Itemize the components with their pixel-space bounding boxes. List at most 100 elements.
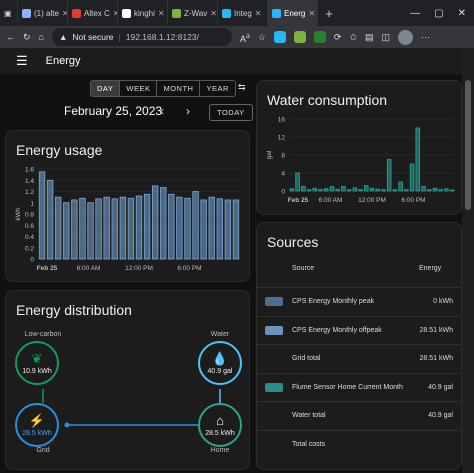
- period-button-year[interactable]: YEAR: [206, 84, 229, 93]
- water-value: 40.9 gal: [207, 367, 233, 375]
- url-text: 192.168.1.12:8123/: [125, 32, 199, 42]
- bar: [386, 159, 392, 192]
- chevron-left-icon[interactable]: ‹: [160, 104, 164, 118]
- source-name: CPS Energy Monthly peak: [292, 298, 375, 305]
- x-tick-label: 6:00 PM: [401, 197, 425, 204]
- refresh-icon[interactable]: ↻: [23, 31, 31, 42]
- browser-tab[interactable]: Altex C✕: [68, 0, 118, 26]
- home-icon[interactable]: ⌂: [38, 32, 44, 42]
- maximize-icon[interactable]: ▢: [434, 7, 444, 19]
- tab-actions-icon[interactable]: ▣: [0, 0, 18, 26]
- bar: [375, 188, 380, 192]
- browser-tab-bar: ▣ (1) alte✕Altex C✕kinghi✕Z-Wav✕Integ✕En…: [0, 0, 474, 26]
- column-header-energy: Energy: [419, 265, 442, 272]
- favorite-icon[interactable]: ☆: [257, 31, 266, 42]
- more-icon[interactable]: ···: [421, 32, 431, 42]
- grid-node[interactable]: ⚡ 28.5 kWh: [15, 403, 59, 447]
- tab-favicon-icon: [222, 8, 231, 18]
- extension-icon[interactable]: [313, 31, 326, 43]
- bar: [200, 199, 207, 260]
- chevron-right-icon[interactable]: ›: [186, 104, 190, 118]
- period-button-week[interactable]: WEEK: [120, 81, 158, 96]
- bar: [444, 188, 449, 192]
- tab-close-icon[interactable]: ✕: [308, 8, 316, 18]
- minimize-icon[interactable]: —: [410, 7, 421, 19]
- bar: [358, 189, 363, 192]
- y-tick-label: 16: [278, 117, 286, 124]
- wallet-icon[interactable]: ◫: [381, 31, 391, 42]
- x-tick-label: 6:00 AM: [77, 265, 101, 272]
- period-button-month[interactable]: MONTH: [157, 81, 201, 96]
- close-window-icon[interactable]: ✕: [457, 7, 466, 19]
- today-button[interactable]: TODAY: [209, 104, 253, 121]
- transmission-tower-icon: ⚡: [28, 412, 46, 428]
- home-label: Home: [210, 447, 230, 454]
- bar: [449, 189, 455, 192]
- water-node[interactable]: 💧 40.9 gal: [198, 341, 242, 385]
- bar: [95, 198, 102, 260]
- bar: [119, 196, 127, 260]
- y-tick-label: 0: [30, 257, 34, 264]
- period-selector: DAY WEEK MONTH YEAR: [90, 80, 236, 97]
- tab-close-icon[interactable]: ✕: [254, 8, 262, 18]
- tab-close-icon[interactable]: ✕: [113, 9, 117, 18]
- bar: [421, 186, 426, 192]
- date-label: February 25, 2023: [64, 104, 163, 118]
- period-button-day[interactable]: DAY: [91, 81, 121, 96]
- low-carbon-node[interactable]: ❦ 10.9 kWh: [15, 341, 59, 385]
- bar: [329, 186, 335, 192]
- home-node[interactable]: ⌂ 28.5 kWh: [198, 403, 242, 447]
- source-value: 40.9 gal: [428, 383, 453, 391]
- tab-label: Z-Wav: [184, 8, 208, 18]
- tab-close-icon[interactable]: ✕: [61, 8, 68, 18]
- y-tick-label: 1.6: [25, 167, 34, 174]
- source-value: 40.9 gal: [428, 412, 453, 419]
- bar: [301, 186, 306, 192]
- bar: [79, 197, 86, 260]
- browser-tab[interactable]: Energ ✕: [268, 0, 318, 26]
- y-tick-label: 1.2: [25, 189, 34, 196]
- bar: [87, 202, 94, 260]
- menu-icon[interactable]: ☰: [16, 53, 28, 68]
- browser-tab[interactable]: kinghi ✕: [118, 0, 168, 26]
- table-row: Flume Sensor Home Current Month 40.9 gal: [257, 372, 461, 401]
- bar: [409, 163, 415, 192]
- table-row: Total costs: [257, 429, 461, 458]
- browser-tab[interactable]: Z-Wav ✕: [168, 0, 218, 26]
- browser-tab[interactable]: Integ ✕: [218, 0, 268, 26]
- bar: [392, 189, 398, 192]
- bar: [38, 171, 46, 260]
- scrollbar-thumb[interactable]: [465, 80, 471, 210]
- y-axis-label: gal: [266, 150, 273, 159]
- collections-icon[interactable]: ▤: [364, 31, 374, 42]
- back-icon[interactable]: ←: [6, 32, 15, 42]
- refresh-page-icon[interactable]: ⟳: [333, 31, 342, 42]
- bar: [312, 187, 318, 192]
- browser-tab[interactable]: (1) alte ✕: [18, 0, 68, 26]
- page-title: Energy: [45, 55, 81, 67]
- read-aloud-icon[interactable]: Aა: [239, 30, 250, 44]
- bar: [71, 199, 78, 260]
- home-icon: ⌂: [216, 412, 224, 428]
- x-tick-label: 6:00 AM: [319, 197, 343, 204]
- favorites-bar-icon[interactable]: ✩: [349, 31, 357, 42]
- tab-close-icon[interactable]: ✕: [157, 8, 165, 18]
- y-tick-label: 0.6: [25, 223, 34, 230]
- bar: [135, 195, 143, 260]
- table-row: Water total 40.9 gal: [257, 401, 461, 429]
- bar: [323, 188, 329, 192]
- bar: [168, 193, 175, 260]
- water-consumption-chart: 16 12 8 4 0 gal Feb 25 6:00 AM 12:00 PM 6:00 PM: [266, 117, 455, 204]
- water-consumption-card: Water consumption 16 12 8 4 0 gal Feb 25 6:00 A…: [256, 80, 462, 215]
- not-secure-label: Not secure: [72, 32, 114, 42]
- url-field[interactable]: ▲ Not secure | 192.168.1.12:8123/: [51, 28, 232, 46]
- source-name: Water total: [292, 412, 326, 419]
- tab-close-icon[interactable]: ✕: [210, 8, 217, 18]
- profile-avatar[interactable]: [398, 29, 414, 45]
- extension-icon[interactable]: [293, 31, 306, 43]
- tab-favicon-icon: [272, 8, 281, 18]
- compare-icon[interactable]: ⇆: [238, 82, 246, 92]
- extension-icon[interactable]: [273, 31, 286, 43]
- new-tab-button[interactable]: +: [325, 5, 333, 21]
- color-swatch: [265, 325, 283, 335]
